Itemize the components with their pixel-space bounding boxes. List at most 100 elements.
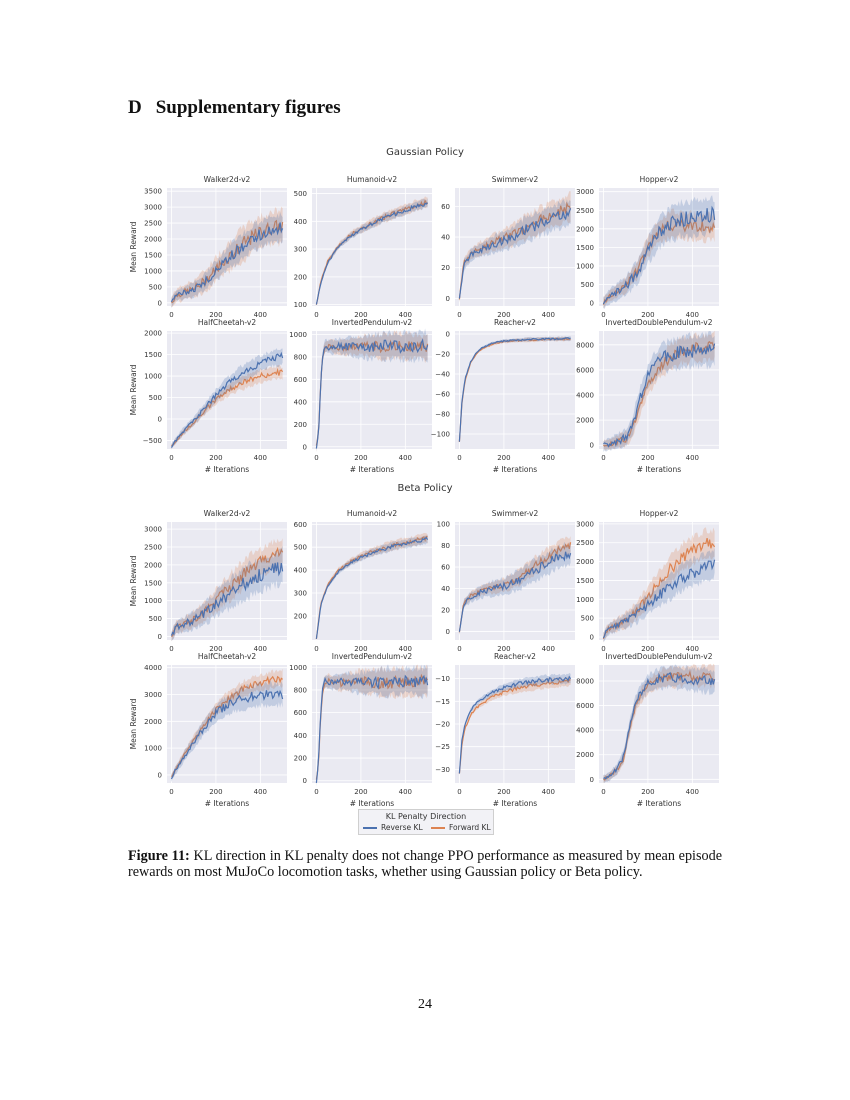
x-tick-label: 0 [169,645,173,653]
y-tick-label: 300 [294,246,307,254]
y-tick-label: 0 [158,771,162,779]
series-band-reverse-kl [316,664,428,787]
y-tick-label: 0 [446,628,450,636]
y-tick-label: −15 [435,698,450,706]
x-tick-label: 0 [314,645,318,653]
x-tick-label: 200 [497,454,510,462]
legend-label-reverse: Reverse KL [381,823,423,832]
x-axis-label: # Iterations [350,799,394,808]
y-tick-label: 2500 [576,539,594,547]
y-tick-label: 1000 [576,596,594,604]
y-tick-label: 500 [149,615,162,623]
x-tick-label: 0 [457,454,461,462]
y-tick-label: 0 [158,633,162,641]
y-tick-label: 1000 [144,267,162,275]
y-tick-label: 600 [294,709,307,717]
x-tick-label: 400 [254,645,267,653]
series-line-reverse-kl [315,536,429,639]
y-tick-label: 300 [294,590,307,598]
y-tick-label: 3000 [576,520,594,528]
y-tick-label: 3000 [144,691,162,699]
y-tick-label: 8000 [576,677,594,685]
y-tick-label: 200 [294,421,307,429]
x-axis-label: # Iterations [637,799,681,808]
x-tick-label: 0 [601,311,605,319]
y-tick-label: 4000 [144,664,162,672]
series-line-reverse-kl [170,562,284,636]
y-tick-label: −500 [143,437,162,445]
y-tick-label: 100 [294,301,307,309]
x-tick-label: 400 [399,454,412,462]
panel-title: HalfCheetah-v2 [198,318,256,327]
panel-title: Humanoid-v2 [347,175,397,184]
y-tick-label: 500 [294,190,307,198]
chart-panel: 0 200 400 0 200 400 600 800 1000 InvertedPendulum… [289,652,432,808]
beta-policy-title: Beta Policy [397,483,453,494]
y-tick-label: 1500 [576,244,594,252]
y-tick-label: −30 [435,766,450,774]
y-tick-label: 2000 [144,236,162,244]
chart-panel: 0 200 400 0 500 1000 1500 2000 2500 3000 3500 Walke… [129,175,287,319]
y-tick-label: 200 [294,273,307,281]
x-tick-label: 200 [354,454,367,462]
series-band-forward-kl [459,536,571,635]
x-tick-label: 400 [542,311,555,319]
x-tick-label: 400 [686,311,699,319]
chart-panel: 0 200 400 0 20 40 60 80 100 Swimmer-v2 [437,509,575,653]
series-line-reverse-kl [315,202,429,305]
series-line-reverse-kl [458,551,572,632]
y-tick-label: 40 [441,234,450,242]
y-tick-label: 1500 [576,577,594,585]
series-band-reverse-kl [603,331,715,452]
plot-area [167,665,287,783]
x-tick-label: 0 [601,788,605,796]
x-tick-label: 200 [641,311,654,319]
x-tick-label: 200 [641,788,654,796]
series-line-forward-kl [171,546,284,638]
legend-item-forward-kl: Forward KL [431,823,491,832]
series-line-forward-kl [171,367,284,447]
y-tick-label: 1500 [144,351,162,359]
x-axis-label: # Iterations [493,465,537,474]
legend-title: KL Penalty Direction [385,812,467,821]
y-tick-label: 1000 [289,331,307,339]
y-axis-label: Mean Reward [129,221,138,272]
series-band-reverse-kl [171,680,283,782]
x-tick-label: 0 [601,454,605,462]
y-tick-label: 1000 [576,262,594,270]
chart-panel: 0 200 400 0 500 1000 1500 2000 2500 3000 Walker2d-… [129,509,287,653]
x-tick-label: 0 [314,788,318,796]
legend-item-reverse-kl: Reverse KL [363,823,423,832]
y-axis-label: Mean Reward [129,698,138,749]
chart-panel: 0 200 40002000400060008000InvertedDoublePe… [576,318,719,474]
x-tick-label: 0 [314,311,318,319]
x-tick-label: 0 [457,311,461,319]
y-tick-label: 500 [581,615,594,623]
x-axis-label: # Iterations [350,465,394,474]
panel-title: InvertedDoublePendulum-v2 [606,318,713,327]
panel-title: InvertedDoublePendulum-v2 [606,652,713,661]
y-tick-label: 60 [441,203,450,211]
chart-panel: 0 200 400 −30 −25 −20 −15 −10 Reacher-v2 # Iterat… [435,652,575,808]
y-tick-label: 0 [590,776,594,784]
x-tick-label: 200 [641,645,654,653]
figure-caption: Figure 11: KL direction in KL penalty do… [128,848,722,880]
caption-label: Figure 11: [128,848,190,864]
y-tick-label: 400 [294,398,307,406]
y-tick-label: 400 [294,567,307,575]
x-tick-label: 200 [497,645,510,653]
series-band-forward-kl [603,208,715,308]
y-tick-label: −20 [435,721,450,729]
y-tick-label: 3500 [144,188,162,196]
x-tick-label: 400 [542,454,555,462]
y-tick-label: 600 [294,521,307,529]
y-tick-label: 2000 [144,330,162,338]
x-axis-label: # Iterations [493,799,537,808]
x-tick-label: 200 [354,311,367,319]
y-tick-label: 1000 [289,664,307,672]
plot-area [599,522,719,640]
panel-title: Hopper-v2 [640,509,679,518]
y-tick-label: 2500 [144,544,162,552]
chart-panel: 0 200 400 0 500 1000 1500 2000 2500 3000 Hopper-v2 [576,509,719,653]
